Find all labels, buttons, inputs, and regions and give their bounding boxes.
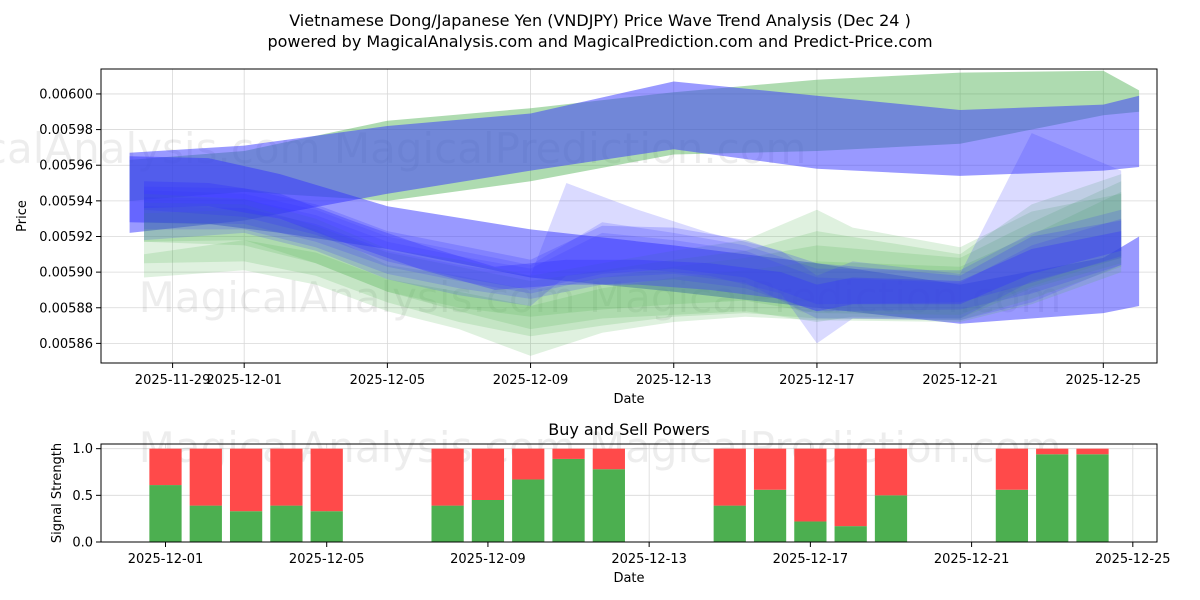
signal-y-tick-label: 0.0 — [72, 536, 93, 551]
price-x-tick-label: 2025-11-29 — [135, 373, 211, 388]
price-y-tick-label: 0.00596 — [39, 159, 93, 174]
signal-x-tick-label: 2025-12-01 — [128, 552, 204, 567]
sell-bar — [189, 448, 222, 506]
sell-bar — [471, 448, 505, 500]
price-y-tick-label: 0.00600 — [39, 87, 93, 102]
signal-y-tick-label: 1.0 — [72, 442, 93, 457]
price-x-tick-label: 2025-12-13 — [636, 373, 712, 388]
buy-bar — [270, 505, 303, 542]
signal-x-tick-label: 2025-12-21 — [934, 552, 1010, 567]
signal-chart-frame — [100, 443, 1158, 543]
sell-bar — [713, 448, 746, 506]
green-wave-band — [144, 174, 1122, 317]
buy-bar — [753, 489, 787, 542]
signal-bars — [149, 448, 1109, 542]
sell-bar — [431, 448, 464, 506]
price-y-tick-label: 0.00588 — [39, 301, 93, 316]
signal-y-tick-label: 0.5 — [72, 489, 93, 504]
signal-chart-y-ticks: 0.0 0.5 1.0 — [72, 442, 101, 551]
buy-bar — [1076, 454, 1109, 542]
sell-bar — [753, 448, 787, 490]
signal-chart-title: Buy and Sell Powers — [548, 420, 710, 439]
sell-bar — [149, 448, 182, 486]
price-x-tick-label: 2025-12-17 — [779, 373, 855, 388]
price-x-tick-label: 2025-12-05 — [350, 373, 426, 388]
buy-bar — [834, 526, 867, 542]
price-chart-y-label: Price — [15, 200, 30, 232]
blue-wave-band — [144, 181, 1122, 312]
price-x-tick-label: 2025-12-09 — [493, 373, 569, 388]
sell-bar — [512, 448, 545, 480]
buy-bar — [229, 511, 263, 542]
buy-bar — [189, 505, 222, 542]
buy-bar — [713, 505, 746, 542]
sell-bar — [794, 448, 827, 522]
price-y-tick-label: 0.00594 — [39, 194, 93, 209]
buy-bar — [310, 511, 343, 542]
green-wave-band — [144, 191, 1122, 356]
signal-x-tick-label: 2025-12-09 — [450, 552, 526, 567]
price-y-tick-label: 0.00586 — [39, 337, 93, 352]
buy-bar — [995, 489, 1029, 542]
blue-wave-band — [144, 190, 1122, 319]
signal-x-tick-label: 2025-12-13 — [611, 552, 687, 567]
sell-bar — [310, 448, 343, 512]
sell-bar — [1076, 448, 1109, 455]
price-y-tick-label: 0.00598 — [39, 123, 93, 138]
signal-x-tick-label: 2025-12-25 — [1095, 552, 1171, 567]
sell-bar — [1036, 448, 1069, 455]
sell-bar — [874, 448, 908, 496]
sell-bar — [834, 448, 867, 527]
price-x-tick-label: 2025-12-01 — [206, 373, 282, 388]
price-chart-y-ticks: 0.00586 0.00588 0.00590 0.00592 0.00594 0.005… — [39, 87, 101, 352]
green-wave-band — [144, 193, 1122, 330]
buy-bar — [874, 495, 908, 542]
green-wave-band — [144, 181, 1122, 337]
price-chart-x-label: Date — [613, 392, 644, 407]
blue-wave-band — [129, 81, 1140, 233]
signal-chart-x-ticks: 2025-12-01 2025-12-05 2025-12-09 2025-12-13… — [128, 542, 1171, 567]
buy-bar — [149, 485, 182, 542]
blue-wave-band — [144, 133, 1122, 344]
sell-bar — [270, 448, 303, 506]
sell-bar — [995, 448, 1029, 490]
signal-x-tick-label: 2025-12-05 — [289, 552, 365, 567]
buy-bar — [431, 505, 464, 542]
signal-x-tick-label: 2025-12-17 — [773, 552, 849, 567]
main-title-line2: powered by MagicalAnalysis.com and Magic… — [267, 32, 932, 51]
price-chart-frame — [100, 68, 1158, 364]
price-y-tick-label: 0.00592 — [39, 230, 93, 245]
sell-bar — [592, 448, 625, 470]
buy-bar — [1036, 454, 1069, 542]
sell-bar — [552, 448, 585, 459]
buy-bar — [512, 479, 545, 542]
buy-bar — [592, 469, 625, 542]
blue-wave-band — [129, 156, 1140, 324]
buy-bar — [471, 500, 505, 542]
main-title-line1: Vietnamese Dong/Japanese Yen (VNDJPY) Pr… — [289, 11, 911, 30]
price-wave-bands — [129, 70, 1140, 356]
price-x-tick-label: 2025-12-21 — [922, 373, 998, 388]
buy-bar — [794, 521, 827, 542]
blue-wave-band — [144, 186, 1122, 305]
blue-wave-band — [144, 197, 1122, 312]
signal-chart-x-label: Date — [613, 571, 644, 586]
signal-chart-y-label: Signal Strength — [50, 443, 65, 543]
sell-bar — [229, 448, 263, 512]
price-x-tick-label: 2025-12-25 — [1066, 373, 1142, 388]
buy-bar — [552, 458, 585, 542]
price-y-tick-label: 0.00590 — [39, 266, 93, 281]
